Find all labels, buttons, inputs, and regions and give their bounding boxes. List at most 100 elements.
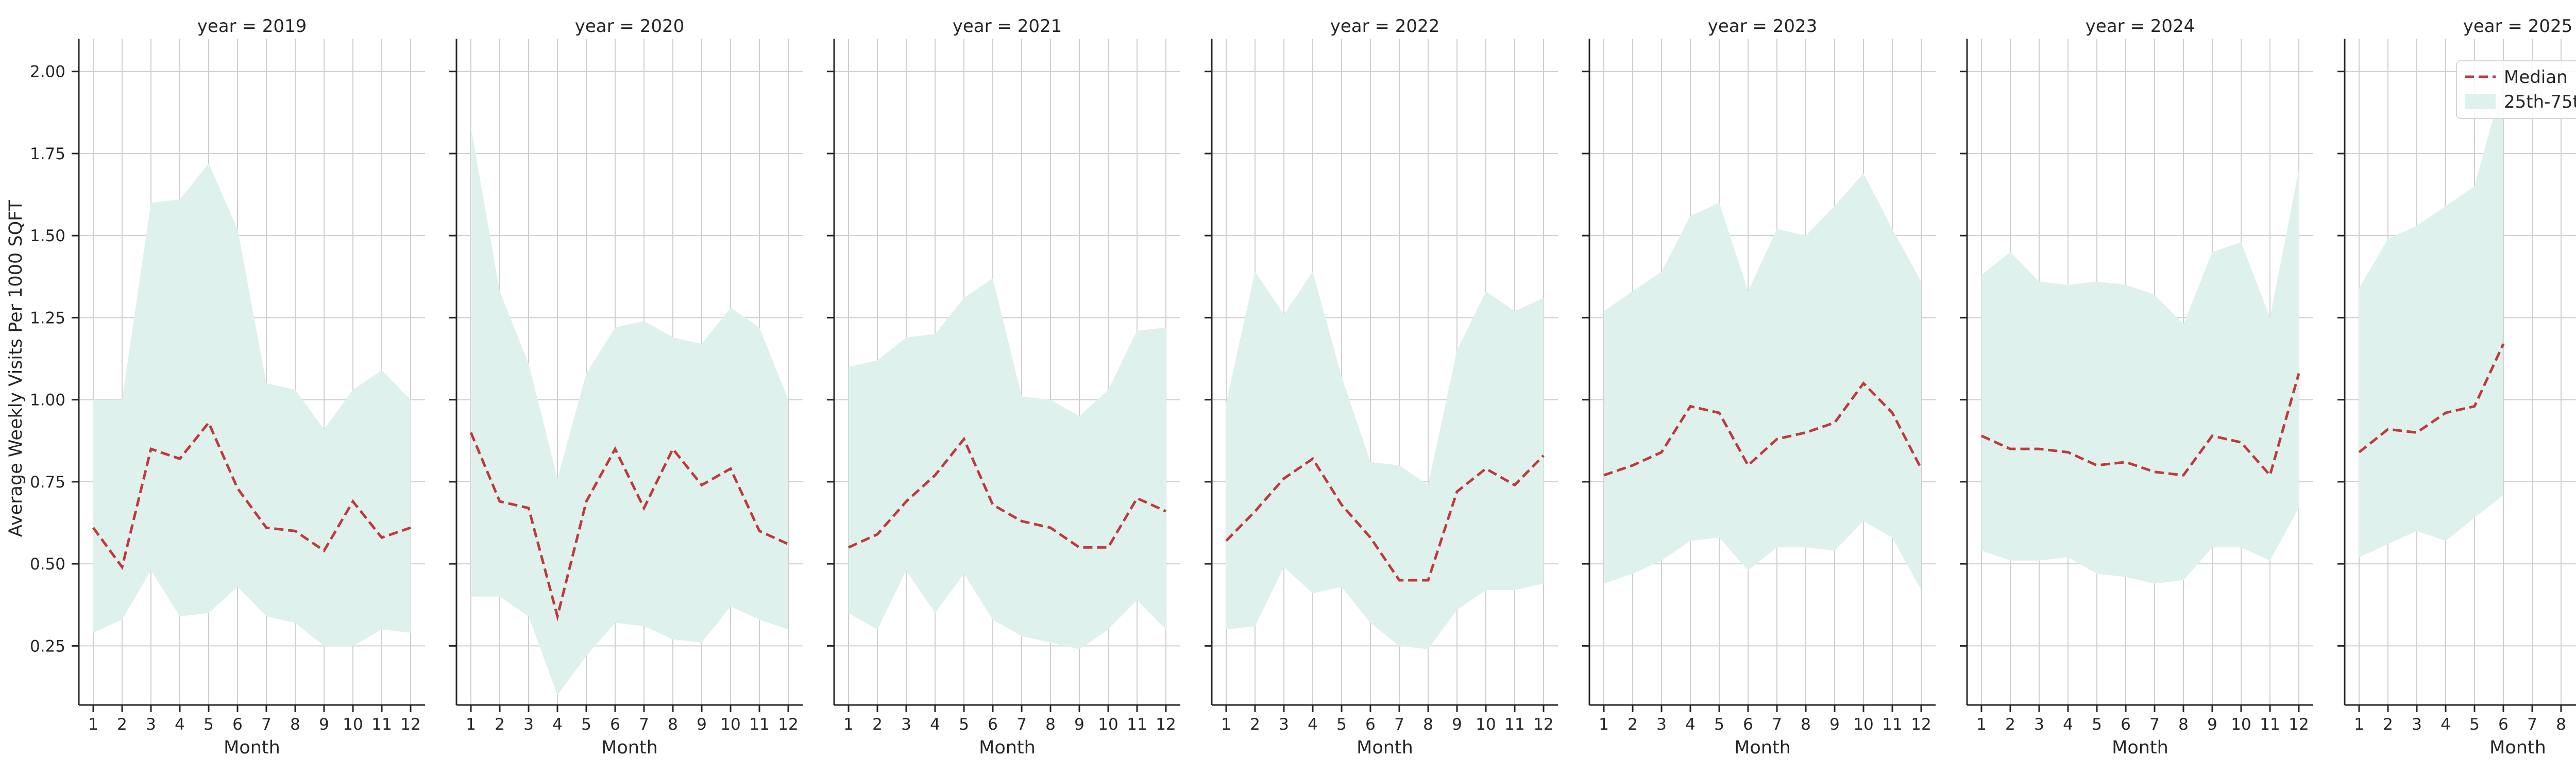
x-tick-label: 7 bbox=[2527, 715, 2537, 734]
x-tick-label: 11 bbox=[1504, 715, 1524, 734]
panel-title: year = 2025 bbox=[2463, 16, 2572, 37]
x-tick-label: 5 bbox=[1714, 715, 1724, 734]
legend: Median 25th-75th Percentile bbox=[2456, 60, 2576, 119]
x-axis-label: Month bbox=[979, 737, 1036, 758]
x-tick-label: 5 bbox=[2469, 715, 2480, 734]
legend-median-label: Median bbox=[2504, 67, 2568, 88]
x-tick-label: 5 bbox=[959, 715, 969, 734]
x-tick-label: 7 bbox=[2149, 715, 2160, 734]
x-tick-label: 10 bbox=[343, 715, 363, 734]
x-tick-label: 1 bbox=[1599, 715, 1609, 734]
x-tick-label: 10 bbox=[2231, 715, 2251, 734]
x-axis-label: Month bbox=[601, 737, 658, 758]
percentile-band bbox=[1604, 173, 1921, 591]
x-tick-label: 11 bbox=[2260, 715, 2280, 734]
x-tick-label: 12 bbox=[1911, 715, 1931, 734]
x-tick-label: 5 bbox=[204, 715, 214, 734]
x-tick-label: 3 bbox=[1656, 715, 1667, 734]
panel-title: year = 2021 bbox=[953, 16, 1062, 37]
x-axis-label: Month bbox=[2112, 737, 2168, 758]
panel-0: 1 2 3 4 5 6 7 8 9 10 11 120.250.500.751.001.251.501… bbox=[30, 16, 425, 758]
panel-title: year = 2019 bbox=[197, 16, 307, 37]
x-tick-label: 12 bbox=[1533, 715, 1553, 734]
x-tick-label: 11 bbox=[749, 715, 769, 734]
x-tick-label: 1 bbox=[466, 715, 476, 734]
y-tick-label: 1.25 bbox=[30, 309, 65, 327]
x-tick-label: 6 bbox=[988, 715, 998, 734]
x-tick-label: 3 bbox=[146, 715, 156, 734]
x-tick-label: 9 bbox=[1074, 715, 1084, 734]
x-tick-label: 2 bbox=[117, 715, 127, 734]
x-tick-label: 12 bbox=[400, 715, 420, 734]
panel-title: year = 2024 bbox=[2086, 16, 2195, 37]
x-tick-label: 8 bbox=[1801, 715, 1811, 734]
median-line bbox=[1225, 455, 1545, 582]
x-tick-label: 9 bbox=[1829, 715, 1840, 734]
x-tick-label: 12 bbox=[2289, 715, 2309, 734]
x-tick-label: 3 bbox=[523, 715, 534, 734]
legend-band-swatch bbox=[2465, 94, 2496, 109]
y-tick-label: 0.25 bbox=[30, 637, 65, 656]
x-tick-label: 8 bbox=[1423, 715, 1433, 734]
x-tick-label: 6 bbox=[1365, 715, 1376, 734]
x-tick-label: 9 bbox=[319, 715, 329, 734]
x-tick-label: 11 bbox=[1882, 715, 1902, 734]
x-tick-label: 5 bbox=[2092, 715, 2102, 734]
median-line bbox=[1980, 373, 2300, 478]
panel-title: year = 2023 bbox=[1708, 16, 1817, 37]
x-tick-label: 3 bbox=[1279, 715, 1289, 734]
x-tick-label: 9 bbox=[697, 715, 707, 734]
y-tick-label: 1.50 bbox=[30, 227, 65, 245]
x-tick-label: 6 bbox=[2121, 715, 2131, 734]
x-axis-label: Month bbox=[224, 737, 280, 758]
percentile-band bbox=[1226, 272, 1544, 649]
median-line bbox=[848, 436, 1167, 549]
x-tick-label: 2 bbox=[495, 715, 505, 734]
percentile-band bbox=[1981, 170, 2299, 584]
y-tick-label: 0.50 bbox=[30, 555, 65, 574]
x-tick-label: 11 bbox=[1127, 715, 1147, 734]
x-tick-label: 9 bbox=[2207, 715, 2217, 734]
x-tick-label: 7 bbox=[1016, 715, 1027, 734]
median-line bbox=[1603, 381, 1923, 477]
x-tick-label: 5 bbox=[581, 715, 591, 734]
y-axis-label: Average Weekly Visits Per 1000 SQFT bbox=[6, 199, 26, 537]
chart-panels: 1 2 3 4 5 6 7 8 9 10 11 120.250.500.751.001.251.501… bbox=[30, 16, 2576, 758]
x-tick-label: 3 bbox=[2034, 715, 2044, 734]
x-tick-label: 8 bbox=[2178, 715, 2189, 734]
x-tick-label: 2 bbox=[1250, 715, 1260, 734]
x-tick-label: 10 bbox=[1476, 715, 1496, 734]
x-tick-label: 4 bbox=[2063, 715, 2073, 734]
x-tick-label: 1 bbox=[1221, 715, 1231, 734]
x-tick-label: 10 bbox=[1098, 715, 1118, 734]
panel-title: year = 2022 bbox=[1330, 16, 1439, 37]
x-axis-label: Month bbox=[1734, 737, 1791, 758]
x-tick-label: 6 bbox=[610, 715, 620, 734]
x-tick-label: 7 bbox=[639, 715, 649, 734]
y-tick-label: 0.75 bbox=[30, 473, 65, 492]
x-tick-label: 5 bbox=[1336, 715, 1347, 734]
x-tick-label: 6 bbox=[1743, 715, 1753, 734]
x-tick-label: 2 bbox=[1628, 715, 1638, 734]
percentile-band bbox=[2359, 81, 2503, 558]
x-tick-label: 11 bbox=[371, 715, 392, 734]
x-tick-label: 10 bbox=[720, 715, 740, 734]
x-tick-label: 2 bbox=[2383, 715, 2393, 734]
x-tick-label: 8 bbox=[2556, 715, 2566, 734]
median-line bbox=[2358, 343, 2505, 453]
x-tick-label: 2 bbox=[2005, 715, 2015, 734]
x-tick-label: 8 bbox=[668, 715, 678, 734]
x-tick-label: 10 bbox=[1853, 715, 1873, 734]
x-tick-label: 3 bbox=[2412, 715, 2422, 734]
x-tick-label: 12 bbox=[1156, 715, 1176, 734]
x-tick-label: 6 bbox=[232, 715, 243, 734]
x-tick-label: 4 bbox=[930, 715, 940, 734]
x-tick-label: 8 bbox=[1045, 715, 1056, 734]
y-tick-label: 2.00 bbox=[30, 63, 65, 81]
